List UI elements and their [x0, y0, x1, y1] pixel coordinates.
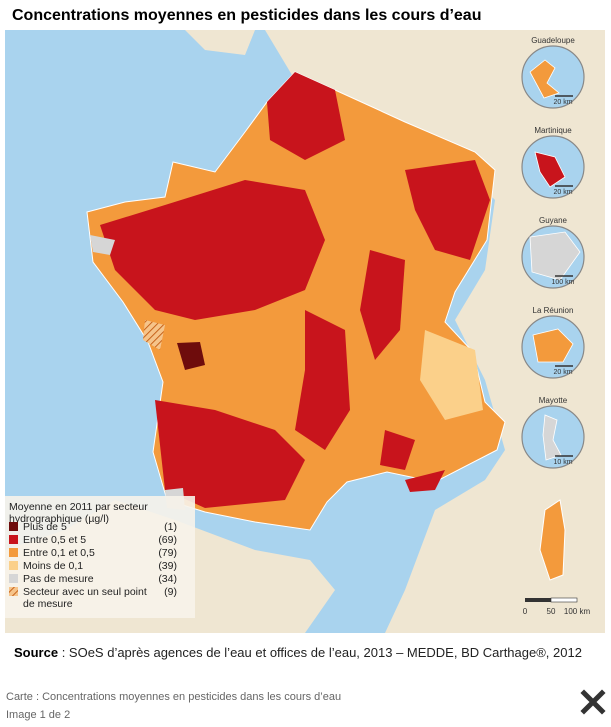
region: [90, 235, 115, 255]
inset-name: Martinique: [534, 126, 572, 135]
legend-swatch: [9, 587, 18, 596]
region: [177, 342, 205, 370]
inset-land: [529, 59, 560, 99]
england: [185, 30, 255, 55]
legend-label: Secteur avec un seul point de mesure: [23, 586, 147, 610]
source-text: : SOeS d’après agences de l’eau et offic…: [58, 645, 582, 660]
legend-count: (39): [158, 560, 177, 572]
scale-label: 50: [547, 607, 556, 616]
scale-label: 100 km: [564, 607, 591, 616]
legend-count: (79): [158, 547, 177, 559]
scale-label: 0: [523, 607, 528, 616]
legend-count: (9): [164, 586, 177, 598]
insets: Guadeloupe 20 km Martinique 20 km Guyane 100 …: [521, 36, 585, 469]
legend-box: [5, 496, 195, 618]
region: [143, 320, 165, 350]
legend-title: hydrographique (µg/l): [9, 513, 109, 525]
inset-scale-label: 20 km: [553, 99, 572, 106]
inset-name: La Réunion: [533, 306, 574, 315]
title: Concentrations moyennes en pesticides da…: [12, 7, 482, 24]
legend-title: Moyenne en 2011 par secteur: [9, 501, 148, 513]
inset-land: [534, 151, 566, 188]
region: [100, 180, 325, 320]
legend-label: Moins de 0,1: [23, 560, 83, 572]
legend-swatch: [9, 561, 18, 570]
legend-swatch: [9, 574, 18, 583]
inset-name: Mayotte: [539, 396, 568, 405]
inset-scale-label: 10 km: [553, 459, 572, 466]
close-button[interactable]: [580, 689, 606, 715]
legend-label: Pas de mesure: [23, 573, 94, 585]
inset-scale-label: 100 km: [552, 279, 575, 286]
legend-label: Entre 0,1 et 0,5: [23, 547, 95, 559]
region: [155, 400, 305, 508]
legend-count: (69): [158, 534, 177, 546]
corsica: [539, 499, 566, 581]
source-label: Source: [14, 645, 59, 660]
region: [405, 470, 445, 492]
inset-name: Guadeloupe: [531, 36, 575, 45]
neighbour-land: [265, 30, 605, 633]
inset-land: [532, 328, 574, 363]
region: [360, 250, 405, 360]
scale-segment: [550, 597, 578, 603]
inset-land: [529, 231, 581, 281]
inset-scale-label: 20 km: [553, 189, 572, 196]
legend-count: (34): [158, 573, 177, 585]
inset-circle: [521, 45, 585, 109]
caption-bar: Carte : Concentrations moyennes en pesti…: [0, 685, 611, 727]
caption-count: Image 1 de 2: [6, 709, 71, 721]
scale-segment: [525, 598, 551, 602]
region: [380, 430, 415, 470]
region: [267, 72, 345, 160]
inset-name: Guyane: [539, 216, 568, 225]
legend-label: Entre 0,5 et 5: [23, 534, 86, 546]
legend-swatch: [9, 522, 18, 531]
region: [420, 330, 483, 420]
legend-count: (1): [164, 521, 177, 533]
inset-scale-label: 20 km: [553, 369, 572, 376]
legend-swatch: [9, 535, 18, 544]
region: [405, 160, 490, 260]
source: Source : SOeS d’après agences de l’eau e…: [14, 645, 594, 661]
scale-bar: 0 50 100 km: [523, 597, 591, 616]
map: Moyenne en 2011 par secteurhydrographiqu…: [5, 30, 605, 633]
legend-swatch: [9, 548, 18, 557]
region: [295, 310, 350, 450]
caption-title: Carte : Concentrations moyennes en pesti…: [6, 691, 342, 703]
legend-label: Plus de 5: [23, 521, 67, 533]
legend: Moyenne en 2011 par secteurhydrographiqu…: [9, 501, 177, 610]
inset-land: [542, 414, 562, 461]
